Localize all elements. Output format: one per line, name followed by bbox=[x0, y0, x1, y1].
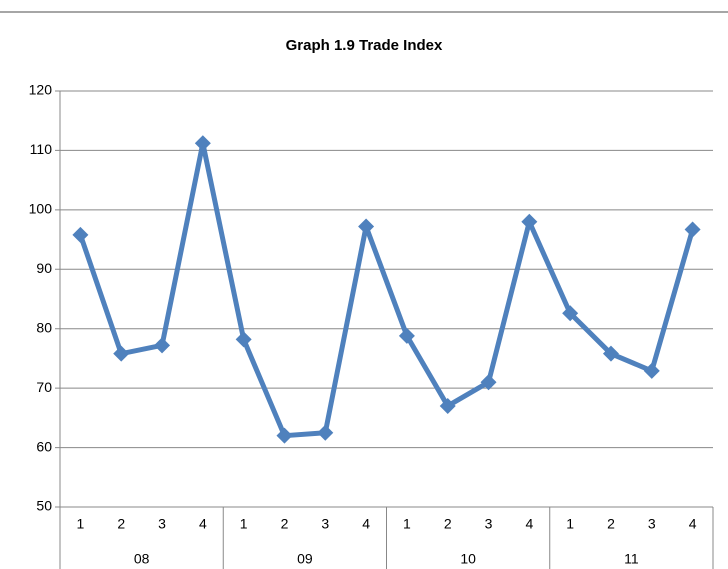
y-tick-label: 100 bbox=[29, 201, 53, 217]
marker bbox=[602, 345, 619, 362]
y-tick-label: 60 bbox=[36, 438, 52, 454]
line-series bbox=[78, 140, 695, 439]
marker bbox=[643, 362, 660, 379]
marker bbox=[317, 424, 334, 441]
x-tick-label: 3 bbox=[485, 516, 493, 532]
x-tick-label: 2 bbox=[117, 516, 125, 532]
x-tick-label: 3 bbox=[321, 516, 329, 532]
x-tick-label: 1 bbox=[566, 516, 574, 532]
y-tick-label: 50 bbox=[36, 498, 52, 514]
marker bbox=[194, 135, 211, 152]
x-group-label: 10 bbox=[460, 551, 476, 567]
marker bbox=[113, 345, 130, 362]
x-tick-label: 2 bbox=[444, 516, 452, 532]
y-tick-label: 90 bbox=[36, 260, 52, 276]
x-tick-label: 2 bbox=[281, 516, 289, 532]
marker bbox=[439, 397, 456, 414]
x-tick-label: 4 bbox=[362, 516, 370, 532]
y-tick-label: 80 bbox=[36, 319, 52, 335]
x-tick-label: 3 bbox=[648, 516, 656, 532]
x-tick-label: 3 bbox=[158, 516, 166, 532]
y-tick-label: 110 bbox=[30, 141, 53, 157]
marker bbox=[72, 226, 89, 243]
y-tick-label: 120 bbox=[29, 82, 53, 98]
x-tick-label: 4 bbox=[689, 516, 697, 532]
marker bbox=[562, 305, 579, 322]
x-tick-label: 1 bbox=[240, 516, 248, 532]
marker bbox=[235, 331, 252, 348]
chart-title: Graph 1.9 Trade Index bbox=[286, 37, 443, 54]
x-tick-label: 1 bbox=[77, 516, 85, 532]
marker bbox=[684, 221, 701, 238]
x-group-label: 09 bbox=[297, 551, 313, 567]
marker bbox=[358, 218, 375, 235]
marker bbox=[276, 427, 293, 444]
y-tick-label: 70 bbox=[36, 379, 52, 395]
x-group-label: 11 bbox=[624, 551, 639, 567]
x-tick-label: 4 bbox=[525, 516, 533, 532]
x-group-label: 08 bbox=[134, 551, 150, 567]
marker bbox=[154, 337, 171, 354]
marker bbox=[521, 213, 538, 230]
marker bbox=[480, 374, 497, 391]
x-tick-label: 2 bbox=[607, 516, 615, 532]
x-tick-label: 4 bbox=[199, 516, 207, 532]
marker bbox=[398, 327, 415, 344]
x-tick-label: 1 bbox=[403, 516, 411, 532]
